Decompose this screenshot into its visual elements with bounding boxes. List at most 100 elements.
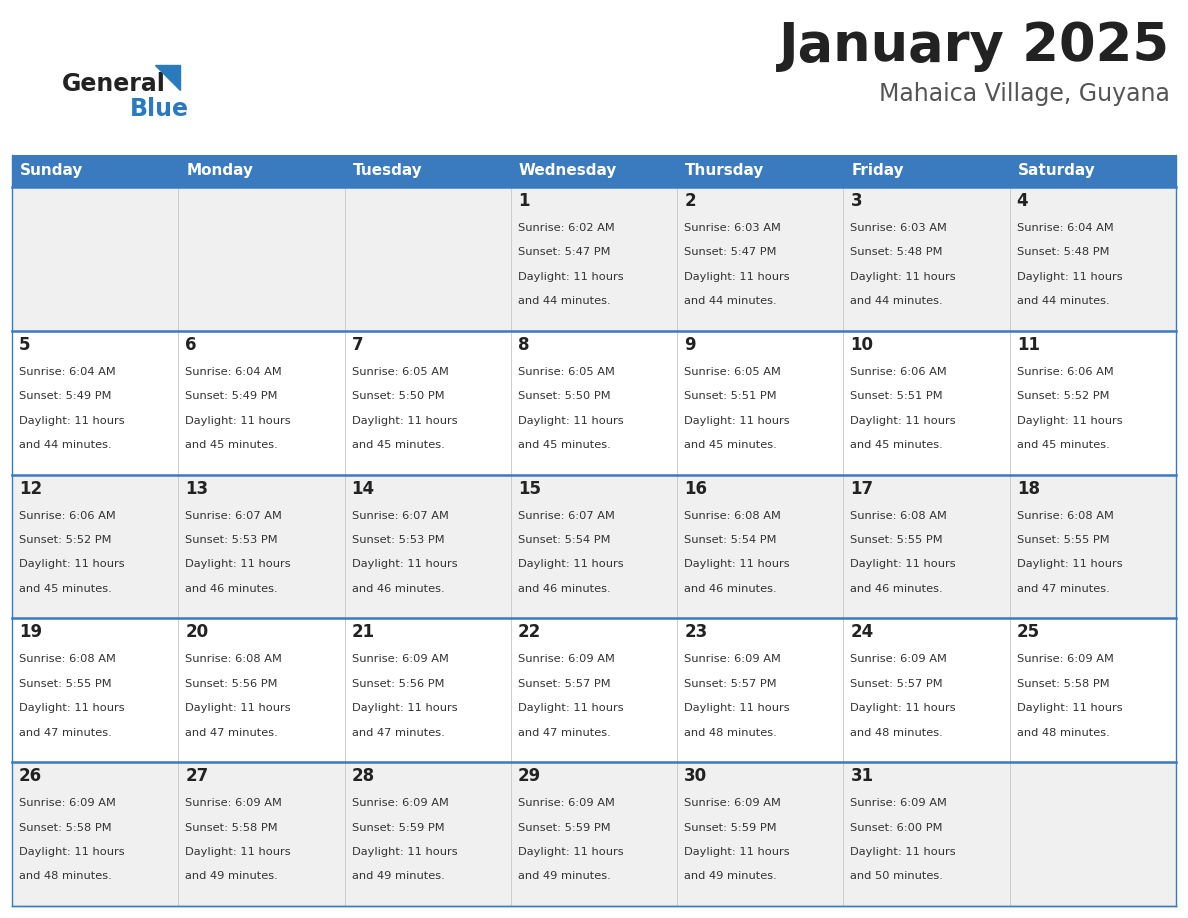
Text: Sunset: 5:52 PM: Sunset: 5:52 PM bbox=[19, 535, 112, 545]
Text: Sunset: 5:55 PM: Sunset: 5:55 PM bbox=[19, 678, 112, 688]
Text: Sunrise: 6:09 AM: Sunrise: 6:09 AM bbox=[684, 655, 781, 665]
Text: Sunset: 5:57 PM: Sunset: 5:57 PM bbox=[851, 678, 943, 688]
Text: Sunrise: 6:08 AM: Sunrise: 6:08 AM bbox=[684, 510, 781, 521]
Text: Sunset: 5:50 PM: Sunset: 5:50 PM bbox=[352, 391, 444, 401]
Text: and 44 minutes.: and 44 minutes. bbox=[19, 440, 112, 450]
Text: Sunrise: 6:09 AM: Sunrise: 6:09 AM bbox=[352, 798, 448, 808]
Text: Sunset: 5:58 PM: Sunset: 5:58 PM bbox=[19, 823, 112, 833]
Text: Sunset: 5:54 PM: Sunset: 5:54 PM bbox=[518, 535, 611, 545]
Text: and 44 minutes.: and 44 minutes. bbox=[1017, 297, 1110, 307]
Text: Sunset: 5:50 PM: Sunset: 5:50 PM bbox=[518, 391, 611, 401]
Text: Sunrise: 6:08 AM: Sunrise: 6:08 AM bbox=[19, 655, 116, 665]
Text: Sunrise: 6:09 AM: Sunrise: 6:09 AM bbox=[518, 655, 614, 665]
Text: Tuesday: Tuesday bbox=[353, 163, 422, 178]
Text: and 48 minutes.: and 48 minutes. bbox=[1017, 728, 1110, 738]
Text: Thursday: Thursday bbox=[685, 163, 765, 178]
Text: Sunrise: 6:03 AM: Sunrise: 6:03 AM bbox=[684, 223, 781, 233]
Text: 27: 27 bbox=[185, 767, 209, 785]
Text: and 47 minutes.: and 47 minutes. bbox=[518, 728, 611, 738]
Text: and 46 minutes.: and 46 minutes. bbox=[518, 584, 611, 594]
Text: Sunrise: 6:05 AM: Sunrise: 6:05 AM bbox=[684, 367, 781, 376]
Text: Daylight: 11 hours: Daylight: 11 hours bbox=[352, 847, 457, 857]
Text: 22: 22 bbox=[518, 623, 541, 642]
Text: Sunset: 5:51 PM: Sunset: 5:51 PM bbox=[684, 391, 777, 401]
Text: 10: 10 bbox=[851, 336, 873, 353]
Text: Sunrise: 6:08 AM: Sunrise: 6:08 AM bbox=[851, 510, 947, 521]
Text: Daylight: 11 hours: Daylight: 11 hours bbox=[1017, 559, 1123, 569]
Text: Daylight: 11 hours: Daylight: 11 hours bbox=[684, 703, 790, 713]
Text: and 44 minutes.: and 44 minutes. bbox=[851, 297, 943, 307]
Text: Daylight: 11 hours: Daylight: 11 hours bbox=[518, 559, 624, 569]
Text: Daylight: 11 hours: Daylight: 11 hours bbox=[352, 703, 457, 713]
Text: and 49 minutes.: and 49 minutes. bbox=[352, 871, 444, 881]
Text: Sunset: 5:47 PM: Sunset: 5:47 PM bbox=[518, 247, 611, 257]
Text: Sunrise: 6:06 AM: Sunrise: 6:06 AM bbox=[851, 367, 947, 376]
Text: Sunrise: 6:05 AM: Sunrise: 6:05 AM bbox=[518, 367, 614, 376]
Text: Wednesday: Wednesday bbox=[519, 163, 618, 178]
Bar bbox=[677, 155, 843, 187]
Text: Daylight: 11 hours: Daylight: 11 hours bbox=[352, 559, 457, 569]
Text: 18: 18 bbox=[1017, 479, 1040, 498]
Text: Sunset: 5:56 PM: Sunset: 5:56 PM bbox=[185, 678, 278, 688]
Text: and 46 minutes.: and 46 minutes. bbox=[684, 584, 777, 594]
Text: 8: 8 bbox=[518, 336, 530, 353]
Text: Sunset: 5:56 PM: Sunset: 5:56 PM bbox=[352, 678, 444, 688]
Polygon shape bbox=[154, 65, 181, 90]
Text: Daylight: 11 hours: Daylight: 11 hours bbox=[684, 847, 790, 857]
Text: 2: 2 bbox=[684, 192, 696, 210]
Text: Sunrise: 6:02 AM: Sunrise: 6:02 AM bbox=[518, 223, 614, 233]
Text: 28: 28 bbox=[352, 767, 374, 785]
Text: Daylight: 11 hours: Daylight: 11 hours bbox=[185, 703, 291, 713]
Text: and 48 minutes.: and 48 minutes. bbox=[684, 728, 777, 738]
Text: and 49 minutes.: and 49 minutes. bbox=[684, 871, 777, 881]
Text: 6: 6 bbox=[185, 336, 197, 353]
Text: Sunset: 6:00 PM: Sunset: 6:00 PM bbox=[851, 823, 943, 833]
Text: Sunset: 5:59 PM: Sunset: 5:59 PM bbox=[352, 823, 444, 833]
Text: and 47 minutes.: and 47 minutes. bbox=[19, 728, 112, 738]
Text: and 45 minutes.: and 45 minutes. bbox=[352, 440, 444, 450]
Bar bbox=[12, 475, 1176, 619]
Text: 17: 17 bbox=[851, 479, 873, 498]
Text: 19: 19 bbox=[19, 623, 42, 642]
Text: Saturday: Saturday bbox=[1018, 163, 1095, 178]
Text: Daylight: 11 hours: Daylight: 11 hours bbox=[185, 847, 291, 857]
Text: Sunrise: 6:09 AM: Sunrise: 6:09 AM bbox=[684, 798, 781, 808]
Text: Sunrise: 6:03 AM: Sunrise: 6:03 AM bbox=[851, 223, 947, 233]
Text: Sunset: 5:54 PM: Sunset: 5:54 PM bbox=[684, 535, 777, 545]
Bar bbox=[12, 155, 178, 187]
Text: 23: 23 bbox=[684, 623, 707, 642]
Text: 16: 16 bbox=[684, 479, 707, 498]
Text: and 45 minutes.: and 45 minutes. bbox=[185, 440, 278, 450]
Text: Monday: Monday bbox=[187, 163, 253, 178]
Text: Daylight: 11 hours: Daylight: 11 hours bbox=[518, 703, 624, 713]
Text: Daylight: 11 hours: Daylight: 11 hours bbox=[185, 416, 291, 426]
Text: and 47 minutes.: and 47 minutes. bbox=[1017, 584, 1110, 594]
Text: Sunrise: 6:06 AM: Sunrise: 6:06 AM bbox=[19, 510, 115, 521]
Text: and 49 minutes.: and 49 minutes. bbox=[185, 871, 278, 881]
Text: and 45 minutes.: and 45 minutes. bbox=[1017, 440, 1110, 450]
Text: Sunset: 5:59 PM: Sunset: 5:59 PM bbox=[684, 823, 777, 833]
Text: Mahaica Village, Guyana: Mahaica Village, Guyana bbox=[879, 82, 1170, 106]
Bar bbox=[843, 155, 1010, 187]
Text: and 45 minutes.: and 45 minutes. bbox=[851, 440, 943, 450]
Text: 13: 13 bbox=[185, 479, 208, 498]
Text: and 50 minutes.: and 50 minutes. bbox=[851, 871, 943, 881]
Text: and 44 minutes.: and 44 minutes. bbox=[684, 297, 777, 307]
Text: 25: 25 bbox=[1017, 623, 1040, 642]
Text: Sunrise: 6:06 AM: Sunrise: 6:06 AM bbox=[1017, 367, 1113, 376]
Text: Sunset: 5:51 PM: Sunset: 5:51 PM bbox=[851, 391, 943, 401]
Text: Sunrise: 6:04 AM: Sunrise: 6:04 AM bbox=[19, 367, 115, 376]
Text: and 47 minutes.: and 47 minutes. bbox=[185, 728, 278, 738]
Text: Sunset: 5:47 PM: Sunset: 5:47 PM bbox=[684, 247, 777, 257]
Text: Daylight: 11 hours: Daylight: 11 hours bbox=[19, 847, 125, 857]
Text: Daylight: 11 hours: Daylight: 11 hours bbox=[518, 416, 624, 426]
Text: 9: 9 bbox=[684, 336, 696, 353]
Text: 11: 11 bbox=[1017, 336, 1040, 353]
Text: Sunrise: 6:07 AM: Sunrise: 6:07 AM bbox=[185, 510, 283, 521]
Text: Daylight: 11 hours: Daylight: 11 hours bbox=[1017, 703, 1123, 713]
Text: Daylight: 11 hours: Daylight: 11 hours bbox=[518, 847, 624, 857]
Text: Daylight: 11 hours: Daylight: 11 hours bbox=[851, 559, 956, 569]
Text: Sunset: 5:52 PM: Sunset: 5:52 PM bbox=[1017, 391, 1110, 401]
Text: Daylight: 11 hours: Daylight: 11 hours bbox=[851, 416, 956, 426]
Text: Daylight: 11 hours: Daylight: 11 hours bbox=[851, 703, 956, 713]
